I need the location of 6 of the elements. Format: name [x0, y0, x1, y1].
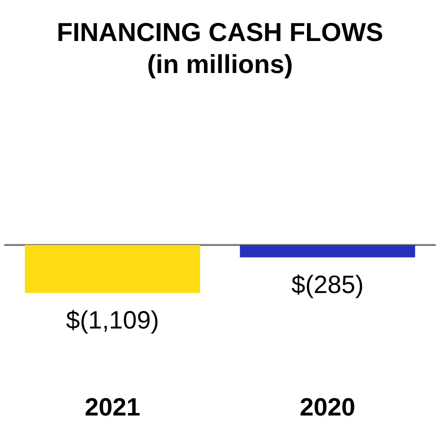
data-label: $(285)	[291, 270, 364, 299]
x-tick-label: 2021	[84, 394, 140, 422]
chart-subtitle: (in millions)	[147, 49, 293, 79]
x-tick-label: 2020	[300, 394, 356, 422]
data-label: $(1,109)	[66, 306, 160, 334]
chart-title: FINANCING CASH FLOWS	[56, 17, 384, 47]
